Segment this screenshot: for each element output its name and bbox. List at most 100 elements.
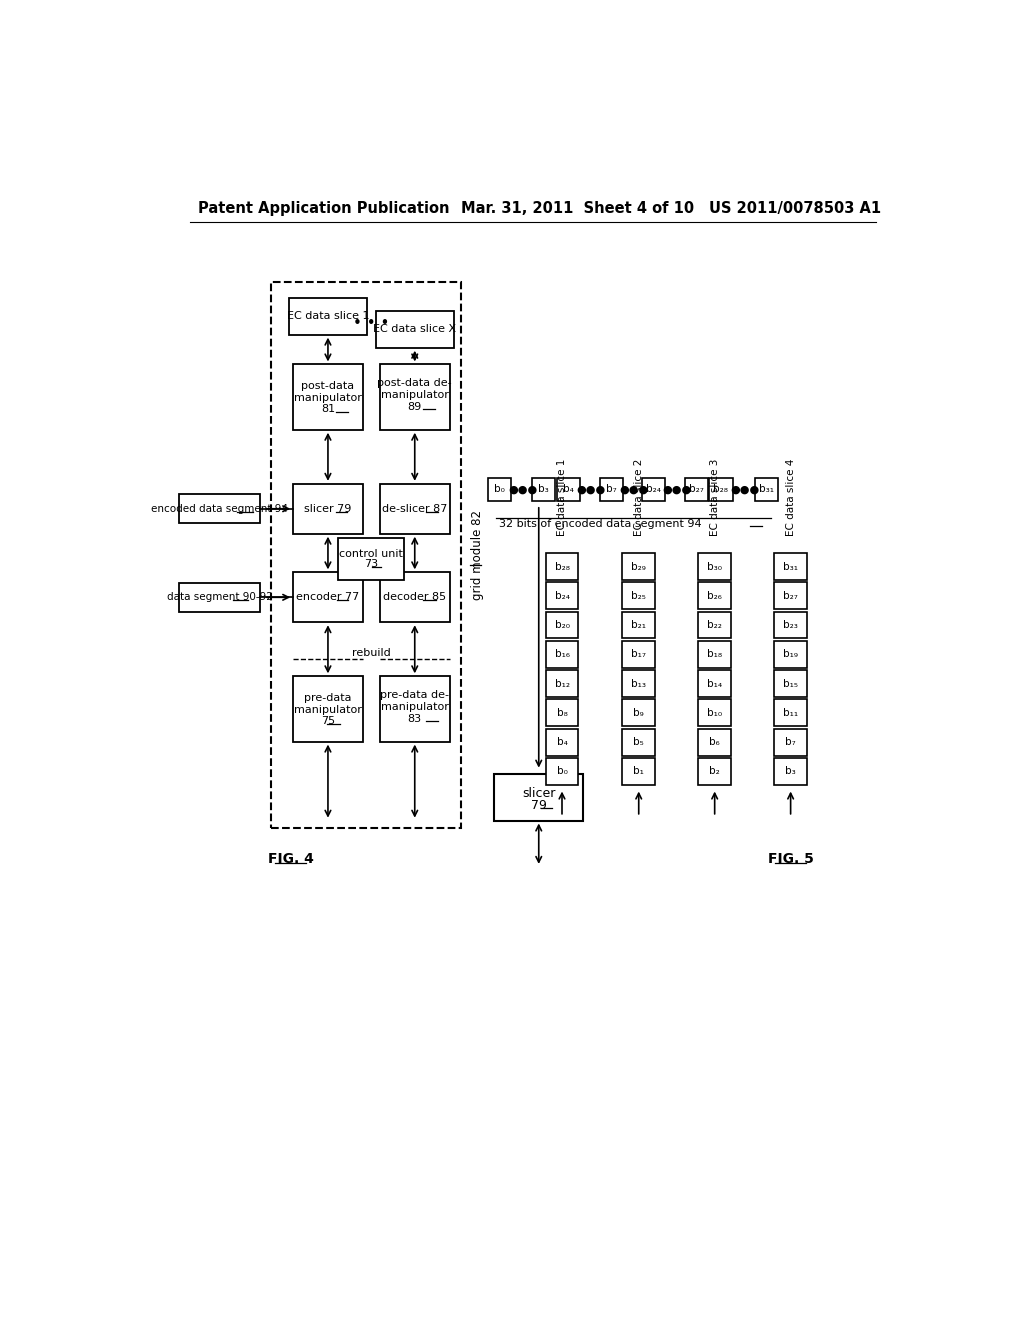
Text: 73: 73 — [365, 560, 379, 569]
Bar — [774, 582, 807, 610]
Text: b₂₂: b₂₂ — [708, 620, 722, 630]
Bar — [531, 478, 555, 502]
Text: data segment 90-92: data segment 90-92 — [167, 593, 272, 602]
Text: b₁₉: b₁₉ — [783, 649, 798, 659]
Text: • • •: • • • — [353, 315, 389, 331]
Bar — [623, 582, 655, 610]
Bar — [293, 573, 362, 622]
Text: b₁₄: b₁₄ — [708, 678, 722, 689]
Text: pre-data: pre-data — [304, 693, 351, 704]
Bar — [546, 700, 579, 726]
Text: b₃: b₃ — [538, 484, 549, 495]
Text: b₂₄: b₂₄ — [646, 484, 660, 495]
Text: grid module 82: grid module 82 — [471, 510, 484, 601]
Text: b₂₀: b₂₀ — [555, 620, 569, 630]
Text: b₀: b₀ — [557, 767, 567, 776]
Text: 89: 89 — [408, 403, 422, 412]
Bar — [271, 281, 461, 829]
Bar — [698, 729, 731, 755]
Text: slicer 79: slicer 79 — [304, 504, 351, 513]
Text: manipulator: manipulator — [294, 705, 361, 714]
Text: 81: 81 — [321, 404, 335, 414]
Bar — [623, 671, 655, 697]
Text: control unit: control unit — [339, 549, 403, 560]
Text: 79: 79 — [530, 799, 547, 812]
Text: rebuild: rebuild — [352, 648, 391, 657]
Bar — [623, 553, 655, 579]
Bar — [546, 729, 579, 755]
Text: b₂₇: b₂₇ — [689, 484, 705, 495]
Text: b₁₀: b₁₀ — [708, 708, 722, 718]
Text: decoder 85: decoder 85 — [383, 593, 446, 602]
Text: b₂₁: b₂₁ — [631, 620, 646, 630]
Text: encoder 77: encoder 77 — [296, 593, 359, 602]
Text: b₅: b₅ — [634, 737, 644, 747]
Text: b₁₈: b₁₈ — [708, 649, 722, 659]
Text: b₂₆: b₂₆ — [708, 591, 722, 601]
Bar — [698, 700, 731, 726]
Bar — [380, 676, 450, 742]
Text: 32 bits of encoded data segment 94: 32 bits of encoded data segment 94 — [500, 519, 701, 529]
Text: manipulator: manipulator — [381, 702, 449, 711]
Bar — [179, 582, 260, 612]
Text: b₇: b₇ — [606, 484, 617, 495]
Bar — [774, 758, 807, 785]
Text: b₁₂: b₁₂ — [555, 678, 569, 689]
Text: 75: 75 — [321, 717, 335, 726]
Bar — [774, 553, 807, 579]
Text: Patent Application Publication: Patent Application Publication — [198, 201, 450, 216]
Text: b₂: b₂ — [710, 767, 720, 776]
Text: b₁₇: b₁₇ — [631, 649, 646, 659]
Bar — [698, 611, 731, 639]
Text: b₃₁: b₃₁ — [783, 561, 798, 572]
Bar — [380, 483, 450, 533]
Text: b₂₉: b₂₉ — [631, 561, 646, 572]
Text: b₂₅: b₂₅ — [631, 591, 646, 601]
Text: EC data slice 4: EC data slice 4 — [785, 458, 796, 536]
Bar — [600, 478, 624, 502]
Bar — [623, 640, 655, 668]
Text: b₁₃: b₁₃ — [631, 678, 646, 689]
Text: b₁₅: b₁₅ — [783, 678, 798, 689]
Text: b₇: b₇ — [785, 737, 796, 747]
Bar — [546, 611, 579, 639]
Text: EC data slice X: EC data slice X — [373, 325, 457, 334]
Text: b₁: b₁ — [633, 767, 644, 776]
Text: b₂₃: b₂₃ — [783, 620, 798, 630]
Bar — [495, 775, 584, 821]
Bar — [774, 729, 807, 755]
Text: EC data slice 1: EC data slice 1 — [287, 312, 370, 321]
Bar — [293, 483, 362, 533]
Bar — [487, 478, 511, 502]
Text: slicer: slicer — [522, 787, 555, 800]
Text: EC data slice 1: EC data slice 1 — [557, 458, 567, 536]
Bar — [755, 478, 778, 502]
Bar — [376, 312, 454, 348]
Text: b₁₆: b₁₆ — [555, 649, 569, 659]
Text: b₆: b₆ — [710, 737, 720, 747]
Bar — [623, 758, 655, 785]
Bar — [289, 298, 367, 335]
Text: manipulator: manipulator — [294, 393, 361, 403]
Bar — [774, 671, 807, 697]
Text: manipulator: manipulator — [381, 389, 449, 400]
Bar — [546, 582, 579, 610]
Bar — [179, 494, 260, 524]
Text: b₂₈: b₂₈ — [714, 484, 728, 495]
Bar — [642, 478, 665, 502]
Bar — [774, 611, 807, 639]
Text: pre-data de-: pre-data de- — [380, 690, 450, 700]
Bar — [623, 729, 655, 755]
Text: ●●●: ●●● — [730, 484, 760, 495]
Bar — [698, 671, 731, 697]
Text: ●●●: ●●● — [663, 484, 691, 495]
Bar — [623, 611, 655, 639]
Bar — [380, 573, 450, 622]
Bar — [698, 582, 731, 610]
Text: b₃₁: b₃₁ — [759, 484, 774, 495]
Text: b₄: b₄ — [563, 484, 573, 495]
Text: 83: 83 — [408, 714, 422, 723]
Bar — [698, 553, 731, 579]
Text: FIG. 5: FIG. 5 — [768, 853, 813, 866]
Bar — [293, 676, 362, 742]
